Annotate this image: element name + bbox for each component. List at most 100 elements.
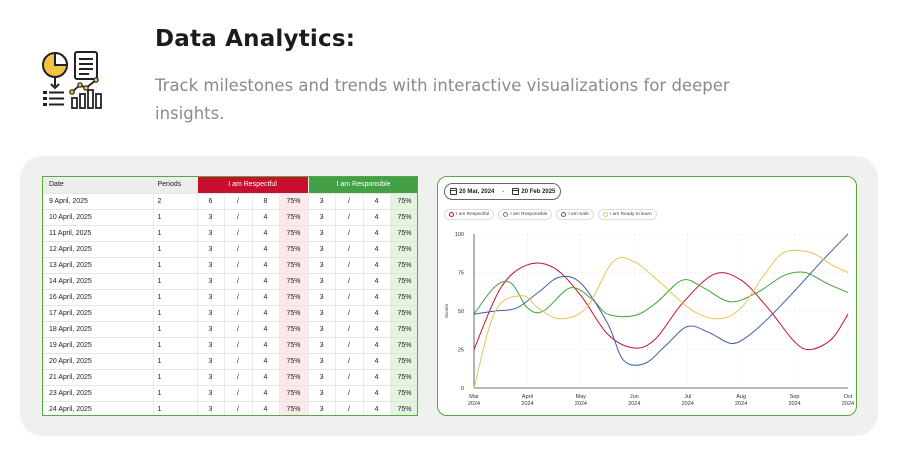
table-row[interactable]: 21 April, 2025 1 3/4 75% 3/4 75% (43, 369, 417, 386)
responsible-separator: / (335, 209, 364, 226)
respectful-score: 3 (197, 241, 225, 258)
respectful-percent: 75% (279, 209, 309, 226)
periods-cell: 1 (153, 257, 198, 274)
date-to[interactable]: 20 Feb 2025 (521, 188, 556, 195)
header-periods[interactable]: Periods (153, 177, 198, 194)
table-row[interactable]: 24 April, 2025 1 3/4 75% 3/4 75% (43, 401, 417, 415)
responsible-score: 3 (308, 225, 336, 242)
responsible-total: 4 (363, 321, 391, 338)
responsible-total: 4 (363, 337, 391, 354)
header-date[interactable]: Date (43, 177, 154, 194)
date-cell: 12 April, 2025 (43, 241, 154, 258)
respectful-separator: / (224, 401, 253, 415)
table-row[interactable]: 20 April, 2025 1 3/4 75% 3/4 75% (43, 353, 417, 370)
x-tick-label: Jun 2024 (628, 394, 640, 407)
respectful-score: 3 (197, 289, 225, 306)
date-range-filter[interactable]: 20 Mar, 2024 - 20 Feb 2025 (444, 183, 562, 200)
legend-swatch-icon (503, 212, 509, 217)
table-row[interactable]: 9 April, 2025 2 6/8 75% 3/4 75% (43, 193, 417, 210)
legend-item[interactable]: I am Safe (556, 209, 594, 220)
responsible-total: 4 (363, 369, 391, 386)
responsible-percent: 75% (390, 337, 417, 354)
responsible-score: 3 (308, 305, 336, 322)
responsible-score: 3 (308, 257, 336, 274)
table-header-row: Date Periods I am Respectful I am Respon… (43, 177, 417, 194)
respectful-percent: 75% (279, 369, 309, 386)
responsible-score: 3 (308, 337, 336, 354)
respectful-separator: / (224, 241, 253, 258)
series-line-i-am-respectful (473, 262, 849, 351)
respectful-total: 4 (252, 401, 280, 415)
respectful-percent: 75% (279, 305, 309, 322)
header-i-am-respectful[interactable]: I am Respectful (197, 177, 309, 194)
table-row[interactable]: 12 April, 2025 1 3/4 75% 3/4 75% (43, 241, 417, 258)
legend-item[interactable]: I am Respectful (444, 209, 495, 220)
respectful-total: 8 (252, 193, 280, 210)
periods-cell: 1 (153, 337, 198, 354)
date-cell: 20 April, 2025 (43, 353, 154, 370)
date-cell: 9 April, 2025 (43, 193, 154, 210)
legend-item[interactable]: I am Ready to learn (597, 209, 657, 220)
table-row[interactable]: 10 April, 2025 1 3/4 75% 3/4 75% (43, 209, 417, 226)
responsible-total: 4 (363, 353, 391, 370)
respectful-total: 4 (252, 369, 280, 386)
respectful-separator: / (224, 353, 253, 370)
date-cell: 14 April, 2025 (43, 273, 154, 290)
table-row[interactable]: 17 April, 2025 1 3/4 75% 3/4 75% (43, 305, 417, 322)
x-tick-label: Oct 2024 (842, 394, 854, 407)
responsible-score: 3 (308, 289, 336, 306)
table-row[interactable]: 13 April, 2025 1 3/4 75% 3/4 75% (43, 257, 417, 274)
date-cell: 11 April, 2025 (43, 225, 154, 242)
series-line-i-am-responsible (473, 271, 849, 318)
respectful-percent: 75% (279, 289, 309, 306)
periods-cell: 1 (153, 353, 198, 370)
respectful-score: 3 (197, 353, 225, 370)
table-row[interactable]: 23 April, 2025 1 3/4 75% 3/4 75% (43, 385, 417, 402)
responsible-percent: 75% (390, 209, 417, 226)
respectful-separator: / (224, 369, 253, 386)
respectful-total: 4 (252, 289, 280, 306)
responsible-total: 4 (363, 209, 391, 226)
table-row[interactable]: 18 April, 2025 1 3/4 75% 3/4 75% (43, 321, 417, 338)
table-row[interactable]: 16 April, 2025 1 3/4 75% 3/4 75% (43, 289, 417, 306)
respectful-percent: 75% (279, 193, 309, 210)
respectful-separator: / (224, 305, 253, 322)
periods-cell: 1 (153, 369, 198, 386)
table-row[interactable]: 14 April, 2025 1 3/4 75% 3/4 75% (43, 273, 417, 290)
respectful-separator: / (224, 273, 253, 290)
responsible-total: 4 (363, 385, 391, 402)
header-i-am-responsible[interactable]: I am Responsible (308, 177, 417, 194)
periods-cell: 1 (153, 401, 198, 415)
responsible-separator: / (335, 241, 364, 258)
responsible-separator: / (335, 225, 364, 242)
responsible-separator: / (335, 305, 364, 322)
responsible-percent: 75% (390, 289, 417, 306)
responsible-separator: / (335, 273, 364, 290)
respectful-separator: / (224, 225, 253, 242)
y-tick-label: 25 (458, 348, 464, 354)
legend-label: I am Safe (568, 212, 589, 217)
periods-cell: 1 (153, 305, 198, 322)
respectful-percent: 75% (279, 273, 309, 290)
responsible-score: 3 (308, 369, 336, 386)
responsible-score: 3 (308, 209, 336, 226)
responsible-separator: / (335, 401, 364, 415)
table-row[interactable]: 11 April, 2025 1 3/4 75% 3/4 75% (43, 225, 417, 242)
responsible-separator: / (335, 353, 364, 370)
respectful-total: 4 (252, 225, 280, 242)
legend-item[interactable]: I am Responsible (498, 209, 553, 220)
periods-cell: 1 (153, 289, 198, 306)
respectful-score: 3 (197, 305, 225, 322)
responsible-total: 4 (363, 305, 391, 322)
respectful-score: 3 (197, 257, 225, 274)
table-row[interactable]: 19 April, 2025 1 3/4 75% 3/4 75% (43, 337, 417, 354)
date-from[interactable]: 20 Mar, 2024 (459, 188, 495, 195)
responsible-score: 3 (308, 385, 336, 402)
responsible-score: 3 (308, 321, 336, 338)
respectful-percent: 75% (279, 385, 309, 402)
responsible-percent: 75% (390, 241, 417, 258)
analytics-report-icon (42, 51, 102, 109)
respectful-score: 3 (197, 369, 225, 386)
x-tick-label: Sep 2024 (788, 394, 800, 407)
calendar-icon (450, 188, 457, 195)
